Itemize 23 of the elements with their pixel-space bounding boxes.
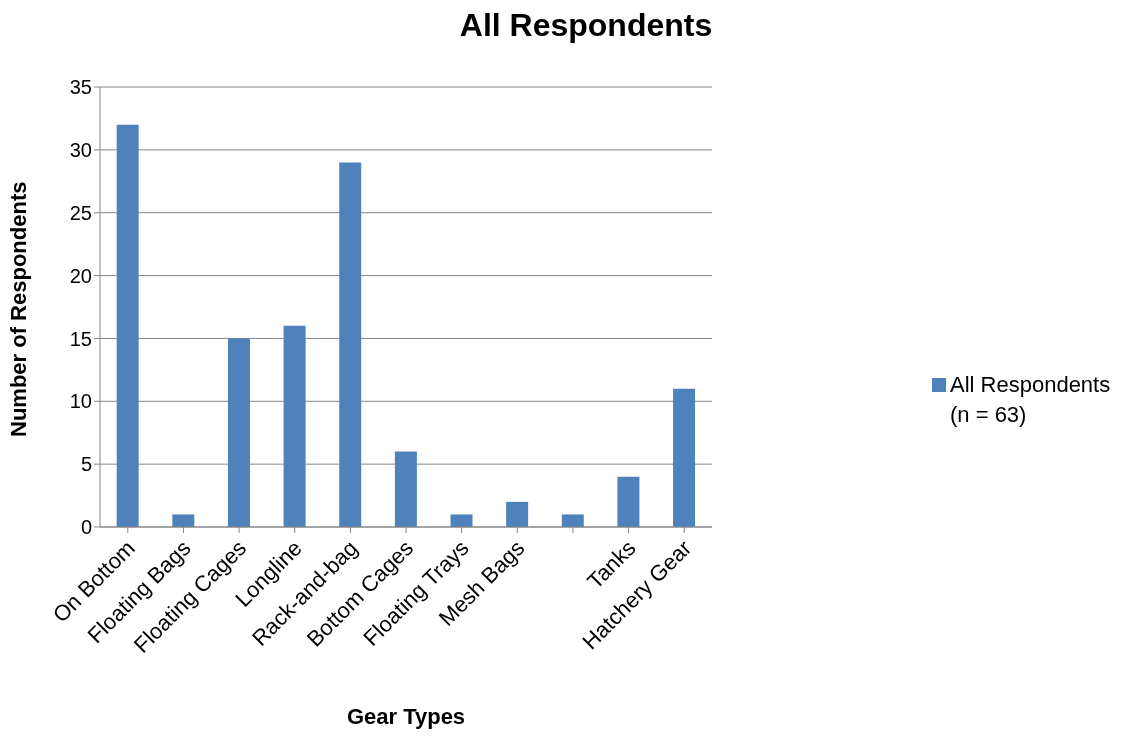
bar <box>673 388 696 527</box>
y-tick-label: 10 <box>69 390 92 413</box>
bar <box>506 501 529 527</box>
bar <box>116 124 139 527</box>
y-tick-label: 35 <box>69 76 92 99</box>
chart-title: All Respondents <box>458 6 714 45</box>
legend-label: All Respondents (n = 63) <box>950 371 1112 429</box>
y-tick-label: 0 <box>80 516 92 539</box>
y-axis-title: Number of Respondents <box>5 181 31 437</box>
bar <box>172 514 195 527</box>
y-tick-label: 20 <box>69 264 92 287</box>
bar <box>394 451 417 527</box>
bar <box>283 325 306 527</box>
y-tick-label: 15 <box>69 327 92 350</box>
y-tick-label: 25 <box>69 201 92 224</box>
bar <box>339 162 362 527</box>
bar <box>561 514 584 527</box>
y-tick-label: 30 <box>69 138 92 161</box>
bar <box>617 476 640 527</box>
bar <box>227 338 250 527</box>
x-axis-title: Gear Types <box>346 704 466 729</box>
bar <box>450 514 473 527</box>
y-tick-label: 5 <box>80 453 92 476</box>
